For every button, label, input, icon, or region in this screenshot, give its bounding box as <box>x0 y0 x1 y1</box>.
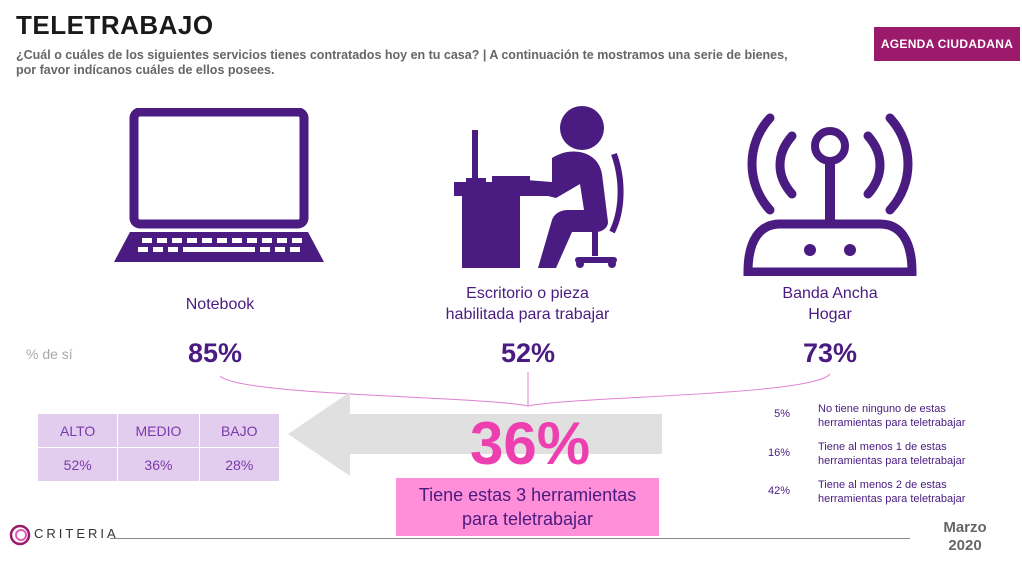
desk-percent: 52% <box>500 338 556 368</box>
segment-value-bajo: 28% <box>198 447 281 482</box>
brand-name: CRITERIA <box>34 526 119 541</box>
item-label-desk-line2: habilitada para trabajar <box>445 306 610 323</box>
laptop-icon <box>114 108 324 262</box>
item-label-notebook: Notebook <box>185 296 255 313</box>
stat-text-line2: herramientas para teletrabajar <box>818 417 966 429</box>
stat-text-line1: No tiene ninguno de estas <box>818 403 946 415</box>
item-label-broadband: Banda Ancha Hogar <box>740 283 920 325</box>
report-date-month: Marzo <box>943 519 987 536</box>
stat-pct: 42% <box>767 485 790 497</box>
total-caption-line1: Tiene estas 3 herramientas <box>418 485 637 505</box>
total-caption-box: Tiene estas 3 herramientas para teletrab… <box>396 478 659 536</box>
segment-header-medio: MEDIO <box>117 413 200 448</box>
stat-text: No tiene ninguno de estas herramientas p… <box>818 402 998 430</box>
segment-header-bajo: BAJO <box>198 413 281 448</box>
page-title: TELETRABAJO <box>16 10 214 40</box>
left-arrow-shape <box>288 392 662 476</box>
total-caption-line2: para teletrabajar <box>461 509 594 529</box>
desk-worker-icon <box>454 106 624 268</box>
stat-text-line2: herramientas para teletrabajar <box>818 493 966 505</box>
report-date-year: 2020 <box>948 537 982 554</box>
footer-divider <box>110 538 910 539</box>
notebook-percent: 85% <box>187 338 243 368</box>
page-subtitle: ¿Cuál o cuáles de los siguientes servici… <box>16 48 788 77</box>
stat-text: Tiene al menos 2 de estas herramientas p… <box>818 478 998 506</box>
item-label-desk: Escritorio o pieza habilitada para traba… <box>420 283 635 325</box>
criteria-logo-icon <box>9 524 31 546</box>
stat-text-line2: herramientas para teletrabajar <box>818 455 966 467</box>
stat-row-one: 16% Tiene al menos 1 de estas herramient… <box>760 440 1000 470</box>
segment-value-row: 52% 36% 28% <box>36 447 281 482</box>
report-date: Marzo 2020 <box>930 519 1000 555</box>
stat-pct: 5% <box>774 408 790 420</box>
agenda-badge: AGENDA CIUDADANA <box>874 27 1020 61</box>
stat-pct: 16% <box>767 447 790 459</box>
item-label-broadband-line2: Hogar <box>808 306 852 323</box>
segment-header-alto: ALTO <box>36 413 119 448</box>
item-label-desk-line1: Escritorio o pieza <box>466 285 589 302</box>
segment-value-alto: 52% <box>36 447 119 482</box>
stat-text-line1: Tiene al menos 2 de estas <box>818 479 947 491</box>
stat-text: Tiene al menos 1 de estas herramientas p… <box>818 440 998 468</box>
segment-value-medio: 36% <box>117 447 200 482</box>
item-label-broadband-line1: Banda Ancha <box>782 285 878 302</box>
stat-row-two: 42% Tiene al menos 2 de estas herramient… <box>760 478 1000 508</box>
stat-row-none: 5% No tiene ninguno de estas herramienta… <box>760 402 1000 432</box>
segment-table: ALTO MEDIO BAJO 52% 36% 28% <box>36 413 281 482</box>
percent-yes-label: % de sí <box>26 346 73 362</box>
segment-header-row: ALTO MEDIO BAJO <box>36 413 281 448</box>
stat-text-line1: Tiene al menos 1 de estas <box>818 441 947 453</box>
broadband-percent: 73% <box>802 338 858 368</box>
router-icon <box>743 113 917 276</box>
total-percent: 36% <box>470 410 591 477</box>
